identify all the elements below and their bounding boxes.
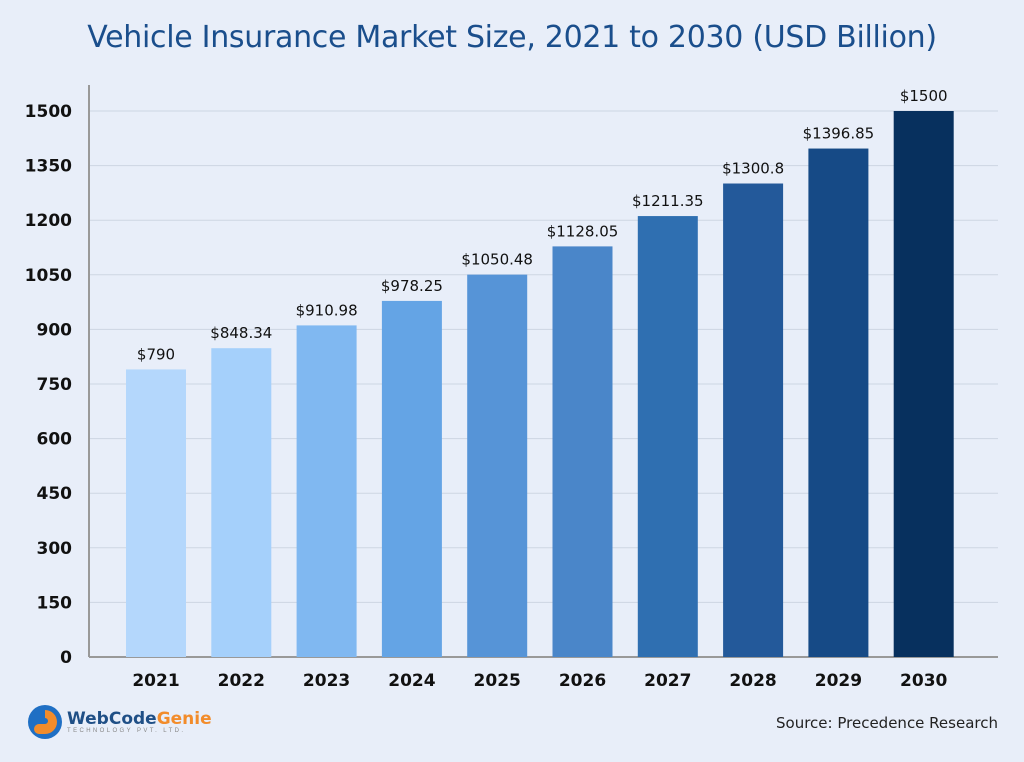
x-tick-label: 2028 — [729, 671, 776, 691]
data-label: $1300.8 — [722, 160, 784, 178]
y-tick-label: 600 — [37, 430, 73, 450]
bar-2023 — [296, 325, 357, 657]
x-tick-label: 2022 — [218, 671, 265, 691]
x-tick-label: 2027 — [644, 671, 691, 691]
bar-2025 — [467, 274, 528, 657]
x-tick-label: 2021 — [132, 671, 179, 691]
logo-icon — [28, 705, 62, 739]
bar-2027 — [637, 216, 698, 657]
webcodegenie-logo: WebCodeGenie TECHNOLOGY PVT. LTD. — [27, 704, 212, 740]
chart-title: Vehicle Insurance Market Size, 2021 to 2… — [87, 20, 937, 55]
data-label: $1500 — [900, 87, 948, 105]
logo-text-genie: Genie — [156, 709, 212, 729]
y-tick-label: 900 — [37, 320, 73, 340]
data-label: $978.25 — [381, 277, 443, 295]
y-tick-label: 1200 — [25, 211, 72, 231]
data-label: $1211.35 — [632, 192, 704, 210]
logo-subtitle: TECHNOLOGY PVT. LTD. — [67, 728, 186, 734]
bar-2029 — [808, 148, 869, 657]
source-note: Source: Precedence Research — [776, 714, 998, 732]
x-tick-label: 2024 — [388, 671, 435, 691]
y-tick-label: 0 — [60, 648, 72, 668]
x-tick-label: 2025 — [474, 671, 521, 691]
y-tick-label: 150 — [37, 593, 73, 613]
data-label: $790 — [137, 345, 175, 363]
data-label: $848.34 — [210, 324, 272, 342]
y-tick-label: 300 — [37, 539, 73, 559]
bar-2022 — [211, 348, 272, 657]
x-tick-label: 2029 — [815, 671, 862, 691]
data-label: $1050.48 — [461, 251, 533, 269]
source-prefix: Source: — [776, 714, 838, 732]
bar-2021 — [126, 369, 186, 657]
y-tick-label: 1350 — [25, 157, 72, 177]
y-tick-label: 450 — [37, 484, 73, 504]
bar-2028 — [723, 183, 784, 658]
x-tick-label: 2030 — [900, 671, 947, 691]
bar-2026 — [552, 246, 613, 657]
x-tick-label: 2023 — [303, 671, 350, 691]
y-tick-label: 750 — [37, 375, 73, 395]
y-tick-label: 1500 — [25, 102, 72, 122]
data-label: $1128.05 — [547, 222, 619, 240]
data-label: $1396.85 — [803, 125, 875, 143]
logo-text-webcode: WebCode — [67, 709, 157, 729]
source-name: Precedence Research — [837, 714, 998, 732]
bar-2030 — [893, 111, 954, 657]
y-tick-label: 1050 — [25, 266, 72, 286]
bar-2024 — [381, 300, 442, 657]
x-tick-label: 2026 — [559, 671, 606, 691]
data-label: $910.98 — [296, 301, 358, 319]
